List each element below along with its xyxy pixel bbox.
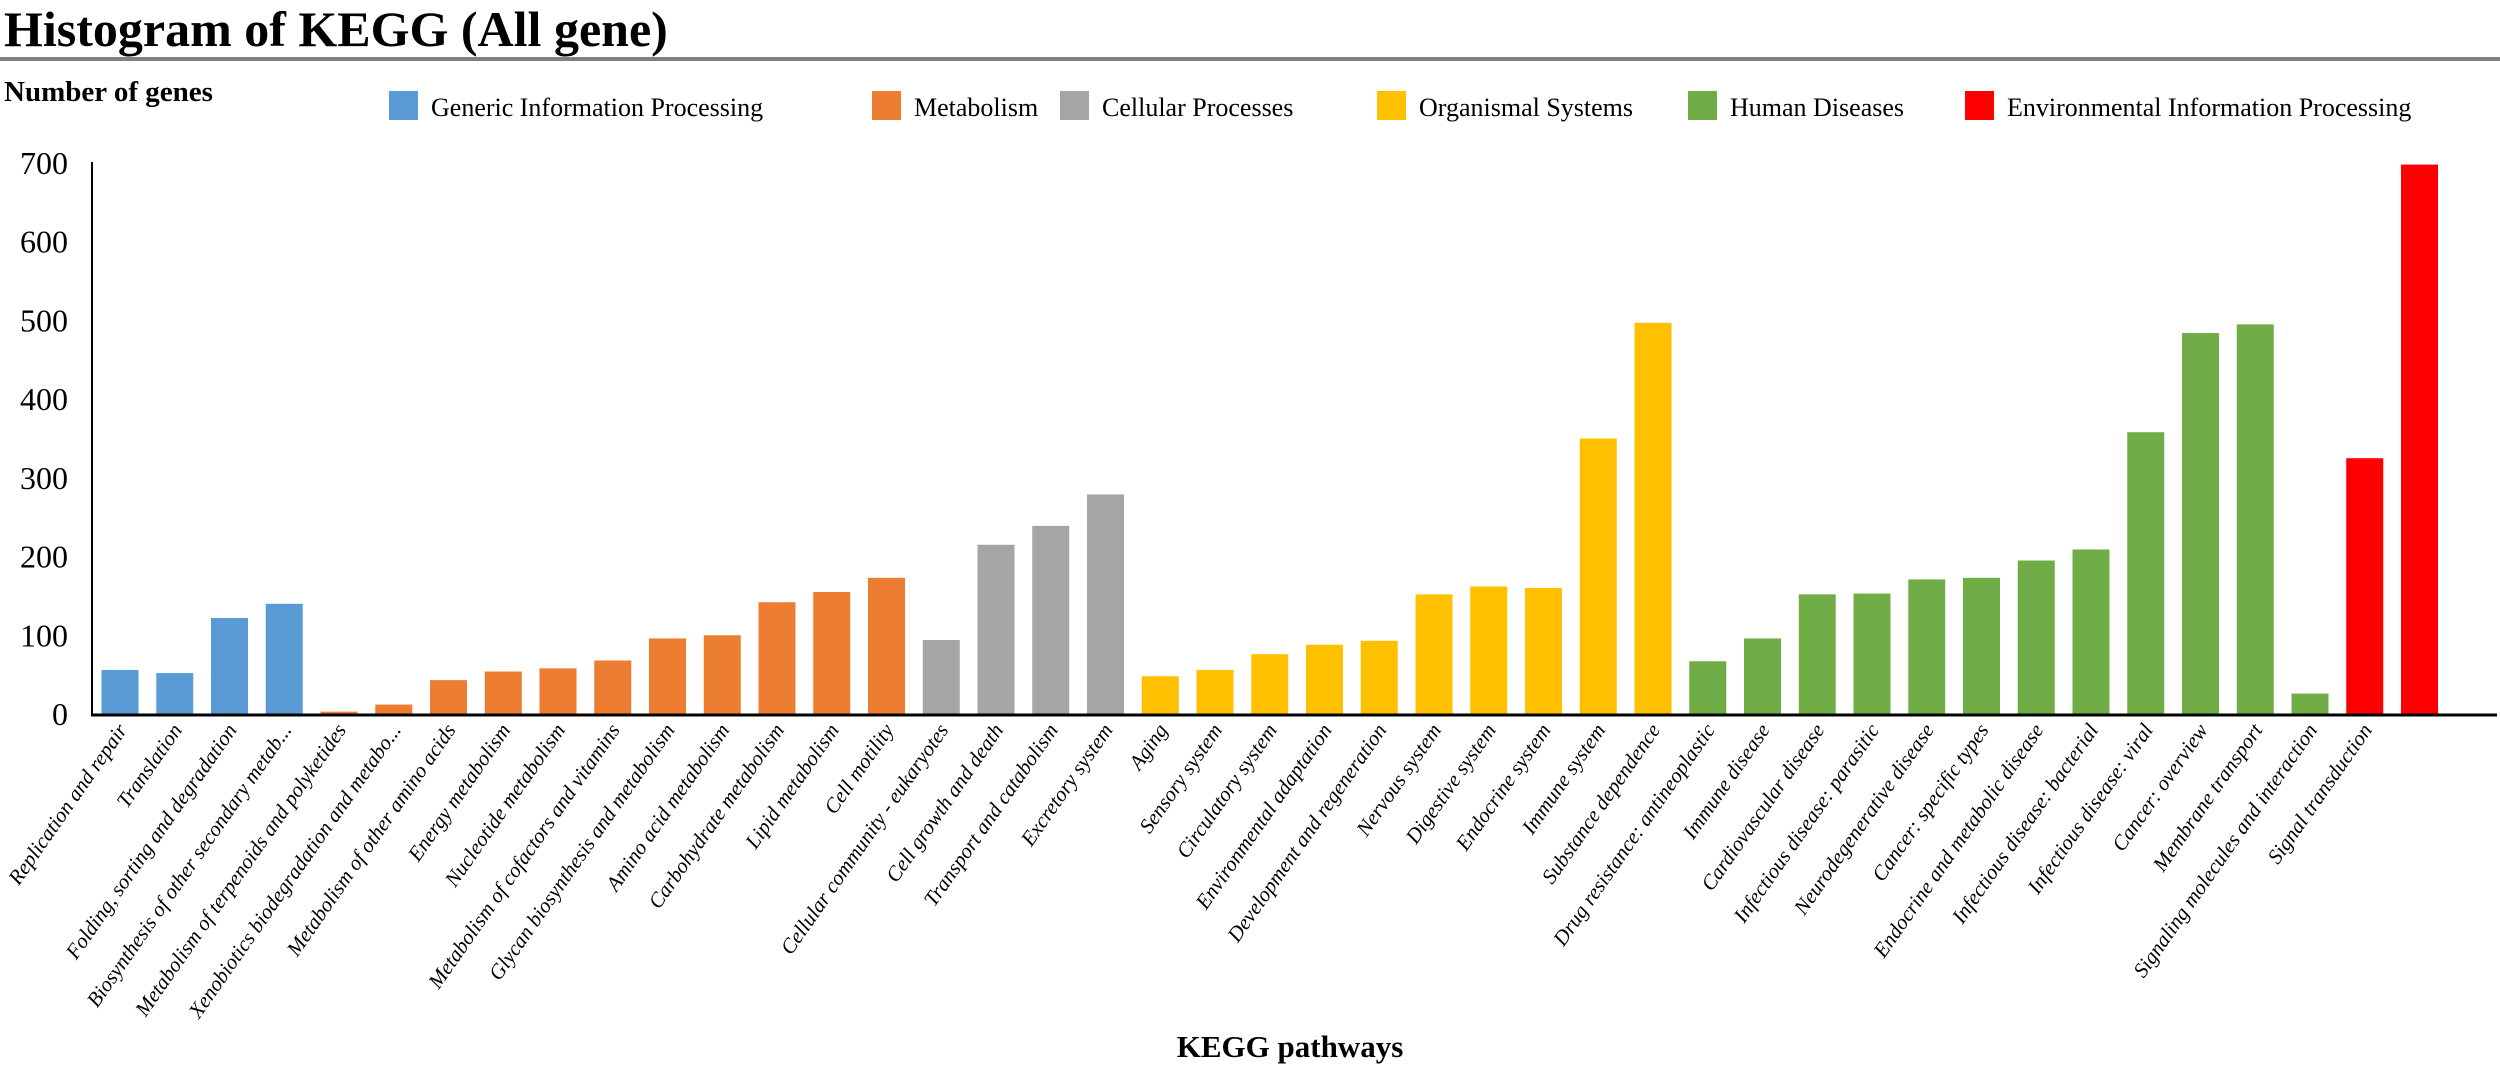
bar <box>539 668 577 714</box>
legend: Generic Information Processing Metabolism… <box>389 91 2411 122</box>
bar <box>156 673 194 714</box>
legend-label: Cellular Processes <box>1102 93 1293 122</box>
y-axis-title: Number of genes <box>4 76 213 108</box>
x-tick-label: Biosynthesis of other secondary metab... <box>82 719 297 1011</box>
legend-label: Human Diseases <box>1730 93 1904 122</box>
legend-swatch <box>1377 91 1406 120</box>
bar <box>375 704 413 714</box>
y-tick-label: 300 <box>20 460 68 496</box>
bar <box>2072 549 2110 714</box>
bar <box>1415 594 1453 714</box>
x-tick-label: Signal transduction <box>2262 719 2376 868</box>
legend-label: Metabolism <box>914 93 1038 122</box>
bar <box>1306 644 1343 714</box>
bar <box>1579 438 1617 714</box>
legend-swatch <box>1060 91 1089 120</box>
bar <box>1196 669 1234 714</box>
legend-swatch <box>872 91 901 120</box>
bar <box>1908 579 1946 714</box>
y-tick-label: 100 <box>20 617 68 653</box>
bar <box>1744 638 1781 714</box>
bar <box>758 602 796 714</box>
y-tick-label: 600 <box>20 224 68 260</box>
legend-swatch <box>1688 91 1717 120</box>
legend-label: Generic Information Processing <box>431 93 763 122</box>
x-axis-title: KEGG pathways <box>1177 1029 1404 1064</box>
bar <box>2017 560 2055 714</box>
bar <box>2236 324 2274 714</box>
legend-label: Organismal Systems <box>1419 93 1633 122</box>
y-tick-label: 500 <box>20 302 68 338</box>
bar <box>2127 432 2165 714</box>
bar <box>1525 588 1562 714</box>
bar <box>977 544 1015 714</box>
bar <box>1798 594 1836 714</box>
bar <box>1251 654 1289 714</box>
bar <box>1032 525 1070 714</box>
bar <box>1087 494 1124 714</box>
bar <box>101 669 139 714</box>
bar <box>211 617 248 714</box>
bar <box>430 680 467 714</box>
bar <box>922 640 960 714</box>
y-tick-label: 400 <box>20 381 68 417</box>
legend-label: Environmental Information Processing <box>2007 93 2411 122</box>
x-tick-label: Circulatory system <box>1171 719 1282 863</box>
bar <box>868 577 905 714</box>
bar <box>703 635 741 714</box>
bar <box>1689 661 1727 714</box>
bar <box>1470 586 1508 714</box>
bar <box>2346 458 2384 714</box>
bar <box>2182 333 2219 714</box>
bar <box>1360 640 1398 714</box>
bar <box>594 660 632 714</box>
x-axis-labels: Replication and repairTranslationFolding… <box>3 718 2377 1023</box>
bar <box>2291 693 2329 714</box>
x-tick-label: Replication and repair <box>3 718 133 889</box>
bar <box>2401 164 2438 714</box>
bar <box>1141 676 1179 714</box>
legend-swatch <box>389 91 418 120</box>
bar <box>1853 593 1891 714</box>
bar <box>813 591 851 714</box>
y-axis-ticks: 0 100 200 300 400 500 600 700 <box>20 145 68 732</box>
bar <box>649 638 686 714</box>
bar <box>265 603 303 714</box>
bars <box>101 164 2438 714</box>
title-divider <box>0 57 2500 61</box>
bar <box>1634 322 1672 714</box>
bar <box>484 671 522 714</box>
bar <box>320 711 358 714</box>
y-tick-label: 0 <box>52 696 68 732</box>
legend-swatch <box>1965 91 1994 120</box>
bar <box>1963 577 2000 714</box>
x-tick-label: Aging <box>1123 719 1173 776</box>
chart-title: Histogram of KEGG (All gene) <box>4 1 668 57</box>
y-tick-label: 700 <box>20 145 68 181</box>
y-tick-label: 200 <box>20 539 68 575</box>
